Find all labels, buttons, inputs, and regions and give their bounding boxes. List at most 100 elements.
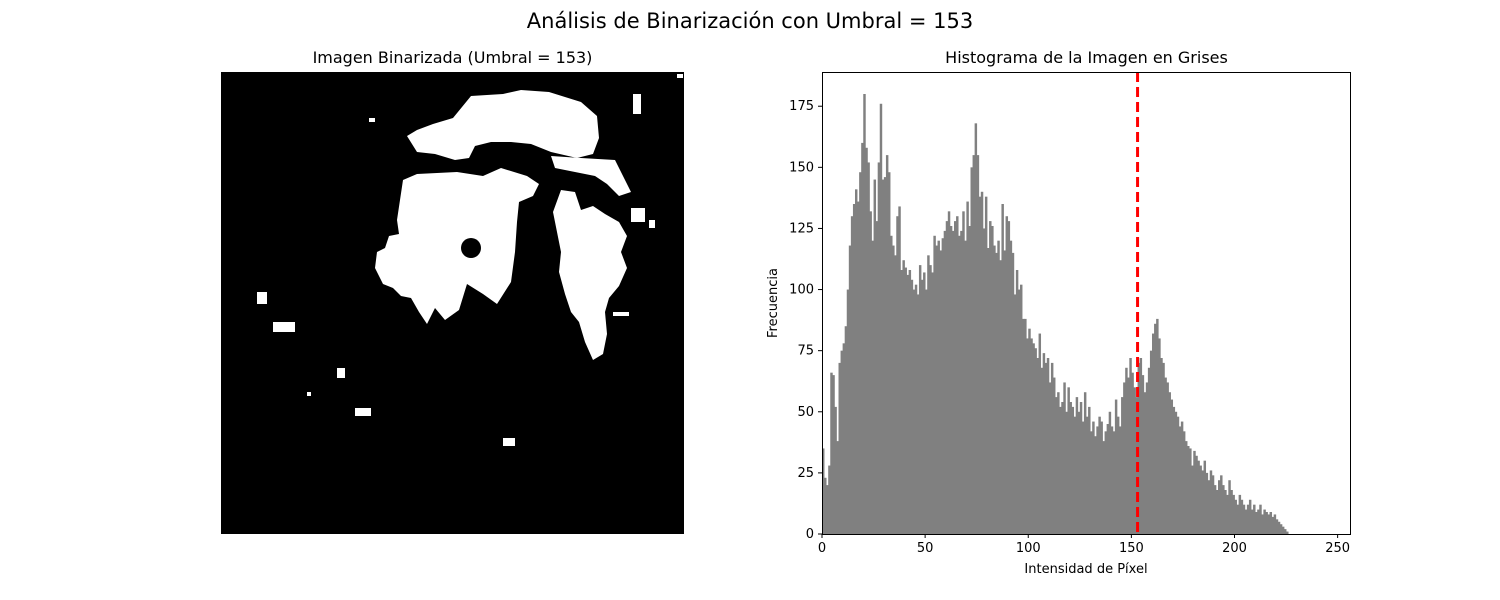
histogram-bar: [1187, 446, 1190, 534]
histogram-bar: [914, 284, 918, 534]
y-tick-label: 50: [797, 405, 814, 420]
histogram-bar: [1102, 441, 1105, 534]
histogram-bar: [987, 248, 990, 534]
histogram-bar: [857, 201, 860, 535]
speck: [613, 312, 629, 316]
right-lobe: [553, 190, 627, 360]
histogram-bar: [1145, 382, 1149, 534]
histogram-bar: [993, 245, 996, 535]
histogram-bar: [943, 230, 947, 534]
histogram-bar: [1197, 460, 1200, 534]
histogram-bar: [1178, 426, 1182, 534]
histogram-bar: [828, 465, 831, 534]
histogram-bar: [921, 279, 924, 534]
histogram-bar: [991, 226, 994, 534]
histogram-bar: [836, 441, 839, 534]
histogram-bar: [1228, 480, 1231, 534]
histogram-bar: [1009, 240, 1013, 534]
histogram-bar: [912, 289, 916, 534]
binarized-image: [221, 72, 684, 534]
histogram-bar: [1046, 358, 1050, 534]
histogram-bar: [1063, 382, 1066, 534]
histogram-bar: [1180, 421, 1184, 534]
histogram-bar: [832, 375, 835, 534]
histogram-bar: [1096, 426, 1099, 534]
histogram-bars: [822, 94, 1289, 535]
histogram-bar: [1218, 480, 1221, 534]
speck: [257, 292, 267, 304]
histogram-bar: [883, 177, 887, 534]
histogram-bar: [1050, 362, 1054, 534]
histogram-bar: [916, 294, 920, 534]
histogram-bar: [1061, 402, 1064, 534]
speck: [677, 74, 683, 78]
histogram-bar: [1269, 512, 1273, 534]
histogram-bar: [1263, 509, 1266, 534]
histogram-bar: [1022, 318, 1025, 534]
histogram-bar: [1038, 333, 1042, 534]
histogram-bar: [869, 211, 872, 535]
histogram-bar: [855, 189, 858, 535]
histogram-bar: [1152, 333, 1155, 534]
histogram-bar: [1116, 416, 1120, 534]
histogram-bar: [850, 216, 854, 534]
histogram-bar: [1125, 367, 1128, 534]
histogram-bar: [1267, 514, 1270, 534]
histogram-bar: [1176, 416, 1180, 534]
histogram-bar: [1073, 416, 1077, 534]
histogram-bar: [877, 162, 881, 534]
histogram-bar: [1232, 494, 1235, 534]
histogram-bar: [1127, 377, 1130, 534]
histogram-bar: [865, 147, 868, 534]
histogram-bar: [1065, 411, 1068, 534]
histogram-bar: [1286, 531, 1289, 534]
histogram-bar: [1028, 328, 1031, 534]
y-tick-label: 25: [797, 466, 814, 481]
histogram-bar: [1139, 358, 1143, 534]
x-tick-label: 100: [1016, 541, 1041, 556]
speck: [337, 368, 345, 378]
histogram-bar: [1224, 490, 1227, 534]
x-tick-label: 150: [1119, 541, 1144, 556]
histogram-bar: [830, 372, 833, 534]
histogram-bar: [1205, 472, 1209, 534]
histogram-bar: [1020, 284, 1023, 534]
histogram-bar: [984, 196, 988, 534]
histogram-bar: [941, 238, 945, 534]
histogram-bar: [1211, 475, 1215, 534]
histogram-bar: [885, 155, 889, 534]
y-tick-label: 75: [797, 344, 814, 359]
histogram-bar: [1236, 504, 1240, 534]
histogram-bar: [824, 477, 827, 534]
histogram-bar: [1240, 499, 1244, 534]
histogram-bar: [937, 240, 940, 534]
histogram-bar: [1248, 499, 1252, 534]
y-tick-label: 100: [789, 283, 814, 298]
histogram-bar: [927, 255, 930, 535]
histogram-bar: [978, 196, 982, 534]
histogram-bar: [1026, 338, 1029, 534]
histogram-bar: [962, 211, 965, 535]
histogram-bar: [1040, 367, 1044, 534]
y-tick-label: 0: [806, 527, 814, 542]
histogram-bar: [1189, 448, 1192, 534]
x-tick-label: 50: [917, 541, 934, 556]
histogram-bar: [890, 235, 893, 534]
histogram-bar: [999, 260, 1002, 534]
histogram-bar: [1013, 294, 1017, 534]
histogram-bar: [826, 485, 829, 534]
histogram-bar: [1222, 485, 1225, 534]
histogram-bar: [846, 289, 850, 534]
histogram-bar: [1244, 509, 1248, 534]
histogram-bar: [997, 240, 1000, 534]
histogram-bar: [1088, 406, 1091, 534]
histogram-bar: [954, 221, 957, 534]
histogram-bar: [1090, 431, 1093, 534]
histogram-bar: [1191, 465, 1194, 534]
histogram-bar: [1059, 406, 1062, 534]
upper-blob: [407, 90, 599, 160]
histogram-bar: [1195, 455, 1198, 534]
histogram-bar: [1094, 436, 1097, 534]
histogram-bar: [1238, 494, 1242, 534]
